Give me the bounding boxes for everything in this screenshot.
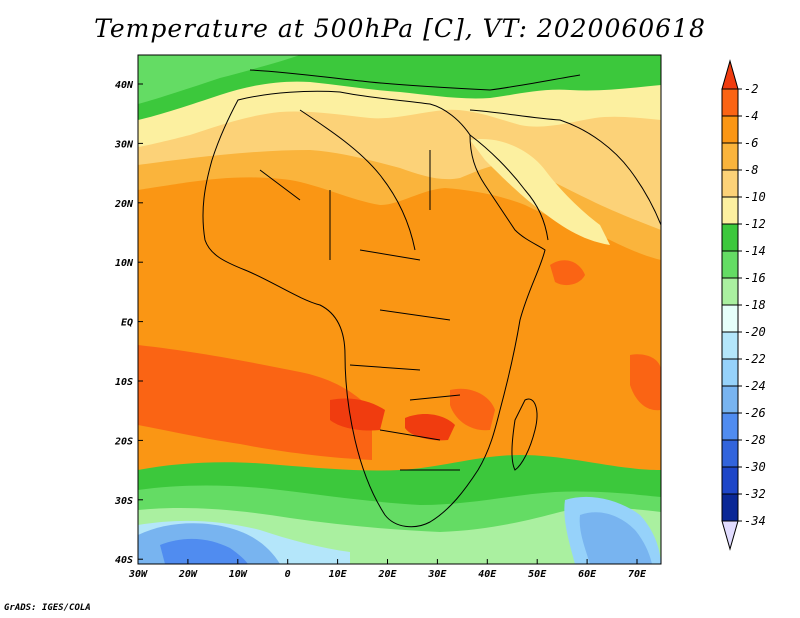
colorbar-tick-label: -18	[744, 298, 766, 312]
field-atlantic-north	[138, 55, 300, 104]
map-frame	[137, 54, 662, 565]
field-warm-arabian-sea	[550, 260, 585, 286]
colorbar-swatch	[721, 115, 739, 144]
colorbar-tick-label: -34	[744, 514, 766, 528]
colorbar-tick-label: -32	[744, 487, 766, 501]
colorbar-tick-label: -14	[744, 244, 766, 258]
coastlines	[202, 69, 661, 528]
field-warm-east-ocean	[630, 354, 661, 411]
colorbar-swatch	[721, 439, 739, 468]
colorbar-tick-label: -6	[744, 136, 758, 150]
lat-tick-label: 30N	[114, 139, 134, 150]
lon-tick-label: 60E	[578, 569, 597, 580]
map-title: Temperature at 500hPa [C], VT: 202006061…	[94, 14, 706, 43]
colorbar-swatch	[721, 169, 739, 198]
field-warm-core-zambia	[405, 414, 455, 441]
lon-tick-label: 20W	[178, 569, 198, 580]
colorbar-swatch	[721, 277, 739, 306]
colorbar-swatch	[721, 88, 739, 117]
colorbar-tick-label: -28	[744, 433, 766, 447]
colorbar-tick-label: -30	[744, 460, 766, 474]
field-warm-mozambique	[450, 388, 495, 431]
field-cold-core-east-deep	[579, 512, 652, 564]
colorbar-tick-label: -16	[744, 271, 766, 285]
lon-tick-label: 50E	[528, 569, 547, 580]
colorbar-swatch	[721, 493, 739, 522]
colorbar-swatch	[721, 466, 739, 495]
lat-tick-label: 10S	[115, 377, 133, 388]
colorbar-swatch	[721, 385, 739, 414]
lon-tick-label: 40E	[478, 569, 497, 580]
colorbar-swatch	[721, 331, 739, 360]
colorbar-swatch	[721, 412, 739, 441]
lon-tick-label: 20E	[377, 569, 397, 580]
colorbar-swatch	[721, 196, 739, 225]
lat-tick-label: 40N	[115, 80, 134, 91]
colorbar-tick-label: -20	[744, 325, 766, 339]
lon-tick-label: 0	[285, 569, 291, 580]
lon-tick-label: 70E	[628, 569, 647, 580]
lat-tick-label: 20S	[114, 436, 133, 447]
colorbar-top-triangle	[721, 59, 739, 90]
field-cold-core-west-deep	[160, 538, 248, 564]
longitude-ticks: 30W 20W 10W 0 10E 20E 30E 40E 50E 60E 70E	[128, 559, 647, 580]
colorbar-swatch	[721, 304, 739, 333]
lat-tick-label: 30S	[114, 496, 133, 507]
colorbar-tick-label: -10	[744, 190, 766, 204]
grads-credit: GrADS: IGES/COLA	[4, 603, 91, 613]
colorbar-swatch	[721, 358, 739, 387]
lon-tick-label: 10W	[229, 569, 248, 580]
lon-tick-label: 30W	[128, 569, 148, 580]
colorbar-swatch	[721, 142, 739, 171]
colorbar-tick-label: -24	[744, 379, 766, 393]
colorbar-tick-label: -22	[744, 352, 766, 366]
lon-tick-label: 10E	[329, 569, 348, 580]
colorbar-tick-label: -26	[744, 406, 766, 420]
colorbar-swatch	[721, 250, 739, 279]
field-warm-band-southwest	[138, 345, 372, 460]
colorbar-bottom-triangle	[721, 520, 739, 551]
colorbar-tick-label: -4	[744, 109, 758, 123]
lat-tick-label: 10N	[115, 258, 134, 269]
latitude-ticks: 40N 30N 20N 10N EQ 10S 20S 30S 40S	[114, 80, 143, 566]
lat-tick-label: EQ	[121, 318, 133, 329]
colorbar-swatch	[721, 223, 739, 252]
lat-tick-label: 40S	[115, 555, 133, 566]
field-warm-core-angola	[330, 398, 385, 431]
lat-tick-label: 20N	[114, 199, 134, 210]
colorbar-tick-label: -2	[744, 82, 758, 96]
colorbar-tick-label: -8	[744, 163, 758, 177]
colorbar-tick-label: -12	[744, 217, 766, 231]
lon-tick-label: 30E	[427, 569, 447, 580]
map-panel	[138, 55, 661, 564]
colorbar: -2 -4 -6 -8 -10 -12 -14 -16 -18 -20 -22 -24 -26 -28 -3…	[721, 59, 766, 551]
